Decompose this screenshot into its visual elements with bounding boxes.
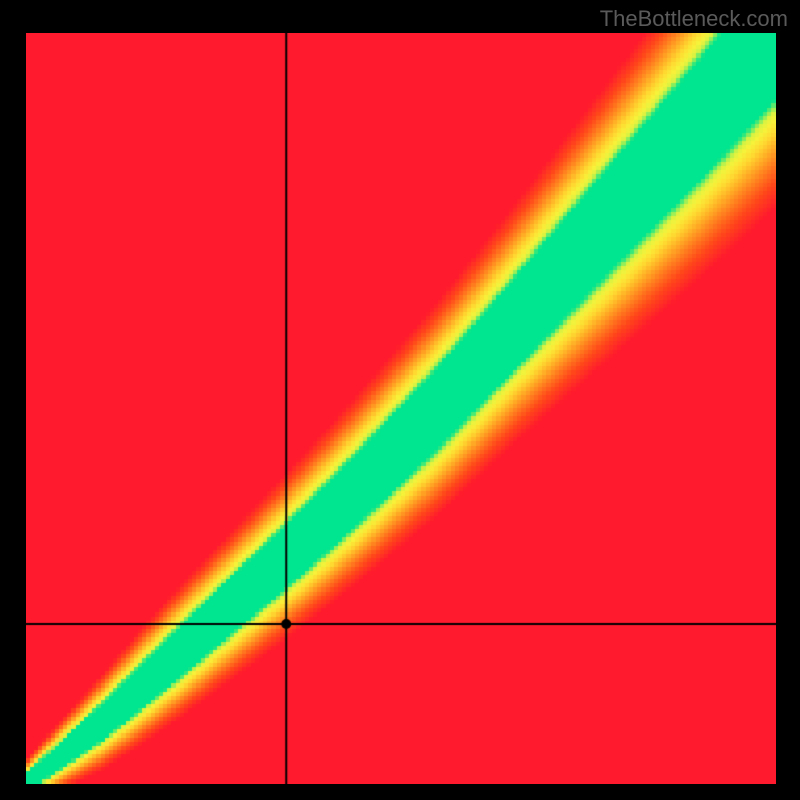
bottleneck-heatmap [26, 33, 776, 784]
chart-container: TheBottleneck.com [0, 0, 800, 800]
watermark-text: TheBottleneck.com [600, 6, 788, 32]
